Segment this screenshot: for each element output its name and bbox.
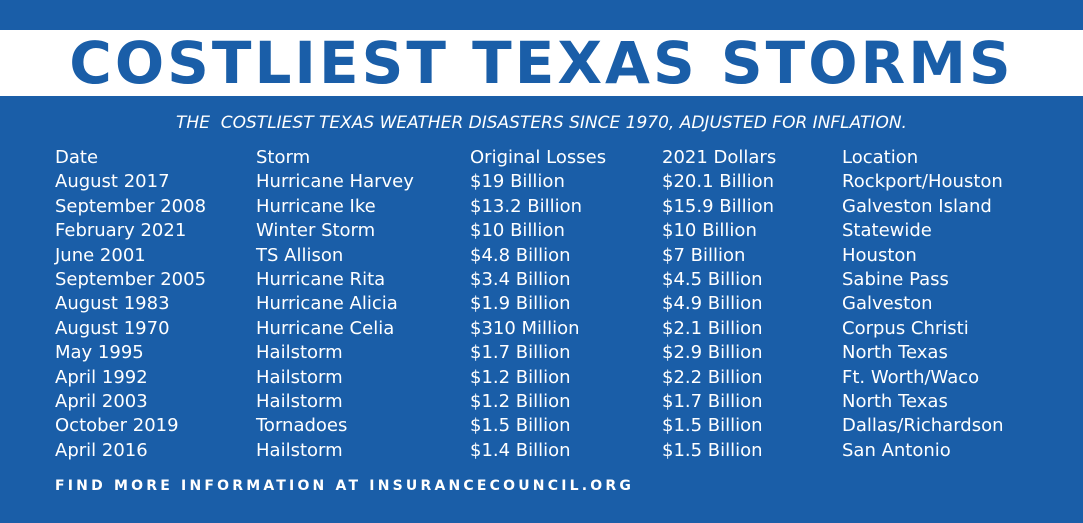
cell-location: Sabine Pass <box>842 268 949 290</box>
cell-location: Galveston <box>842 293 933 315</box>
cell-date: September 2005 <box>55 268 207 290</box>
cell-original-losses: $13.2 Billion <box>470 195 583 217</box>
table-row: August 1983 Hurricane Alicia $1.9 Billio… <box>55 292 1055 316</box>
table-header-row: Date Storm Original Losses 2021 Dollars … <box>55 146 1055 170</box>
cell-2021-dollars: $2.2 Billion <box>662 366 763 388</box>
table-row: April 1992 Hailstorm $1.2 Billion $2.2 B… <box>55 366 1055 390</box>
column-header-date: Date <box>55 147 99 168</box>
cell-original-losses: $4.8 Billion <box>470 244 571 266</box>
cell-storm: Hailstorm <box>256 390 343 412</box>
cell-2021-dollars: $2.9 Billion <box>662 342 763 364</box>
column-header-original-losses: Original Losses <box>470 147 607 168</box>
cell-2021-dollars: $4.5 Billion <box>662 268 763 290</box>
cell-storm: Hailstorm <box>256 342 343 364</box>
cell-date: October 2019 <box>55 415 179 437</box>
cell-2021-dollars: $10 Billion <box>662 220 757 242</box>
table-row: September 2005 Hurricane Rita $3.4 Billi… <box>55 268 1055 292</box>
cell-2021-dollars: $7 Billion <box>662 244 746 266</box>
cell-location: San Antonio <box>842 439 951 461</box>
cell-storm: Hurricane Celia <box>256 317 395 339</box>
table-row: August 2017 Hurricane Harvey $19 Billion… <box>55 170 1055 194</box>
table-row: August 1970 Hurricane Celia $310 Million… <box>55 317 1055 341</box>
cell-storm: TS Allison <box>256 244 344 266</box>
cell-2021-dollars: $1.5 Billion <box>662 415 763 437</box>
cell-location: Houston <box>842 244 917 266</box>
cell-location: Rockport/Houston <box>842 171 1003 193</box>
cell-storm: Hurricane Alicia <box>256 293 398 315</box>
cell-location: Galveston Island <box>842 195 992 217</box>
cell-storm: Hailstorm <box>256 439 343 461</box>
column-header-2021-dollars: 2021 Dollars <box>662 147 777 168</box>
cell-storm: Hurricane Harvey <box>256 171 414 193</box>
table-row: October 2019 Tornadoes $1.5 Billion $1.5… <box>55 414 1055 438</box>
cell-original-losses: $1.4 Billion <box>470 439 571 461</box>
table-row: May 1995 Hailstorm $1.7 Billion $2.9 Bil… <box>55 341 1055 365</box>
cell-storm: Hurricane Ike <box>256 195 376 217</box>
cell-2021-dollars: $1.7 Billion <box>662 390 763 412</box>
table-row: February 2021 Winter Storm $10 Billion $… <box>55 219 1055 243</box>
footer-link-text: FIND MORE INFORMATION AT INSURANCECOUNCI… <box>55 478 635 494</box>
cell-storm: Winter Storm <box>256 220 376 242</box>
cell-location: North Texas <box>842 390 948 412</box>
column-header-storm: Storm <box>256 147 311 168</box>
cell-original-losses: $1.5 Billion <box>470 415 571 437</box>
cell-2021-dollars: $4.9 Billion <box>662 293 763 315</box>
page-title: COSTLIEST TEXAS STORMS <box>69 29 1014 97</box>
cell-location: Dallas/Richardson <box>842 415 1004 437</box>
cell-2021-dollars: $2.1 Billion <box>662 317 763 339</box>
cell-storm: Hailstorm <box>256 366 343 388</box>
cell-date: May 1995 <box>55 342 144 364</box>
subtitle: THE COSTLIEST TEXAS WEATHER DISASTERS SI… <box>176 113 907 133</box>
title-band: COSTLIEST TEXAS STORMS <box>0 30 1083 96</box>
cell-location: Corpus Christi <box>842 317 969 339</box>
cell-date: April 2003 <box>55 390 148 412</box>
cell-location: Statewide <box>842 220 932 242</box>
cell-original-losses: $310 Million <box>470 317 580 339</box>
cell-2021-dollars: $15.9 Billion <box>662 195 775 217</box>
cell-2021-dollars: $20.1 Billion <box>662 171 775 193</box>
cell-original-losses: $1.7 Billion <box>470 342 571 364</box>
cell-original-losses: $19 Billion <box>470 171 565 193</box>
cell-original-losses: $1.2 Billion <box>470 390 571 412</box>
cell-original-losses: $10 Billion <box>470 220 565 242</box>
cell-location: North Texas <box>842 342 948 364</box>
column-header-location: Location <box>842 147 919 168</box>
cell-date: February 2021 <box>55 220 187 242</box>
table-row: April 2016 Hailstorm $1.4 Billion $1.5 B… <box>55 439 1055 463</box>
cell-date: September 2008 <box>55 195 207 217</box>
cell-storm: Tornadoes <box>256 415 348 437</box>
cell-2021-dollars: $1.5 Billion <box>662 439 763 461</box>
cell-location: Ft. Worth/Waco <box>842 366 980 388</box>
cell-storm: Hurricane Rita <box>256 268 386 290</box>
storms-table: Date Storm Original Losses 2021 Dollars … <box>55 146 1055 463</box>
table-row: June 2001 TS Allison $4.8 Billion $7 Bil… <box>55 244 1055 268</box>
cell-original-losses: $1.9 Billion <box>470 293 571 315</box>
cell-original-losses: $1.2 Billion <box>470 366 571 388</box>
cell-date: April 1992 <box>55 366 148 388</box>
table-row: April 2003 Hailstorm $1.2 Billion $1.7 B… <box>55 390 1055 414</box>
cell-date: August 1970 <box>55 317 170 339</box>
table-row: September 2008 Hurricane Ike $13.2 Billi… <box>55 195 1055 219</box>
cell-date: August 2017 <box>55 171 170 193</box>
cell-original-losses: $3.4 Billion <box>470 268 571 290</box>
cell-date: August 1983 <box>55 293 170 315</box>
cell-date: June 2001 <box>55 244 146 266</box>
cell-date: April 2016 <box>55 439 148 461</box>
